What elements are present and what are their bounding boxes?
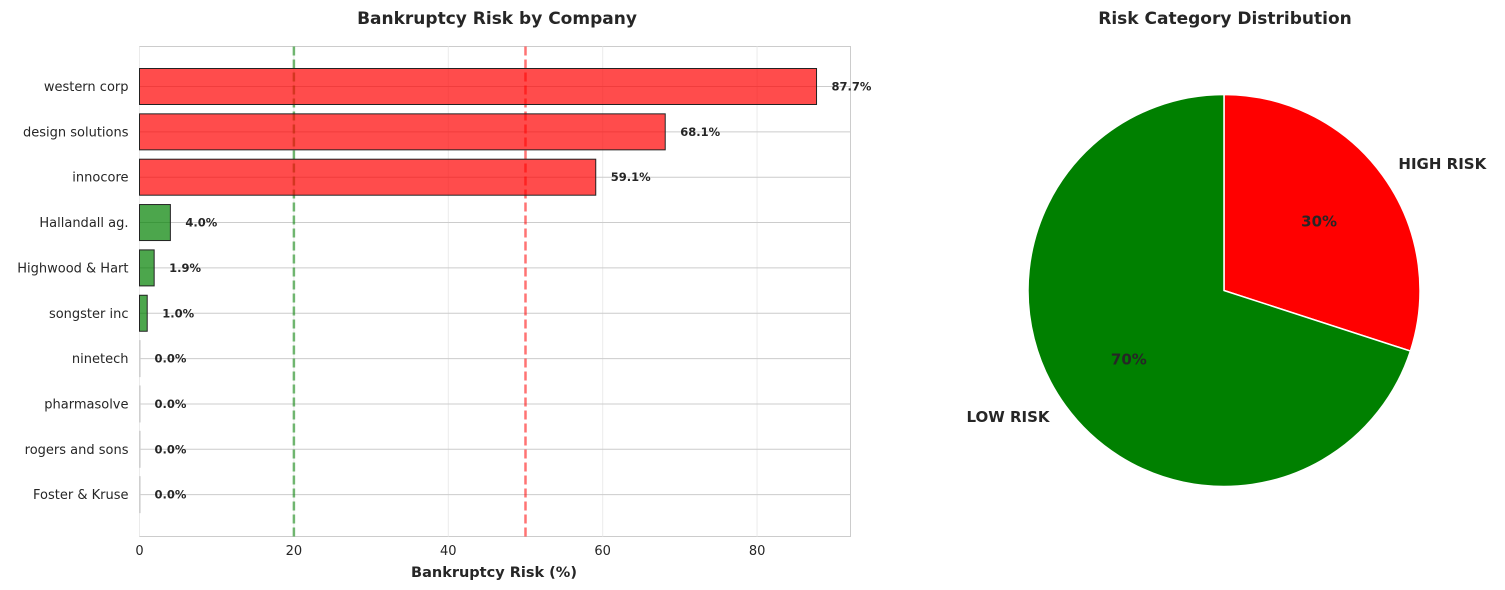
bar (139, 294, 148, 332)
y-tick-label: Highwood & Hart (17, 261, 128, 276)
data-labels: 87.7% 68.1% 59.1% 4.0% 1.9% 1.0% 0.0% 0.0% 0.0% 0… (155, 80, 872, 502)
pie-chart-title: Risk Category Distribution (1098, 9, 1352, 29)
data-label: 0.0% (155, 352, 187, 366)
x-tick-label: 80 (749, 544, 766, 559)
data-label: 0.0% (155, 397, 187, 411)
pie-slices (1027, 93, 1421, 488)
y-tick-labels: western corp design solutions innocore Hall… (17, 80, 128, 503)
x-axis-label: Bankruptcy Risk (%) (411, 565, 577, 581)
y-tick-label: design solutions (23, 125, 129, 140)
data-label: 0.0% (155, 442, 187, 456)
bar (139, 340, 141, 378)
x-tick-label: 20 (286, 544, 303, 559)
bar (139, 158, 597, 196)
data-label: 59.1% (611, 170, 651, 184)
bar-chart-title: Bankruptcy Risk by Company (357, 9, 637, 29)
bar (139, 249, 155, 287)
y-tick-label: Hallandall ag. (39, 216, 128, 231)
y-tick-label: rogers and sons (25, 443, 129, 458)
pie-percent-label: 30% (1301, 212, 1337, 230)
data-label: 4.0% (185, 216, 217, 230)
bar (139, 113, 666, 151)
data-label: 1.0% (162, 306, 194, 320)
pie-slice-label: LOW RISK (966, 408, 1050, 426)
pie-slice (1223, 93, 1421, 353)
y-tick-label: innocore (72, 171, 128, 186)
y-tick-label: western corp (44, 80, 129, 95)
bar (139, 385, 141, 423)
bar (139, 68, 818, 105)
data-label: 0.0% (155, 488, 187, 502)
bar (139, 430, 141, 468)
pie-percent-label: 70% (1111, 351, 1147, 369)
x-tick-labels: 0 20 40 60 80 (135, 544, 765, 559)
data-label: 1.9% (169, 261, 201, 275)
pie-slice (1027, 93, 1412, 488)
data-label: 68.1% (680, 125, 720, 139)
y-tick-label: Foster & Kruse (33, 488, 128, 503)
bar-chart-panel: Bankruptcy Risk by Company 87.7% 68.1% 59.… (17, 9, 872, 581)
x-tick-label: 0 (135, 544, 143, 559)
data-label: 87.7% (832, 80, 872, 94)
bars (139, 68, 818, 514)
x-tick-label: 60 (594, 544, 611, 559)
y-tick-label: songster inc (49, 307, 129, 322)
x-tick-label: 40 (440, 544, 457, 559)
pie-labels: 30% HIGH RISK 70% LOW RISK (966, 155, 1487, 426)
y-tick-label: ninetech (72, 352, 129, 367)
pie-chart-panel: Risk Category Distribution 30% HIGH RISK 7… (966, 9, 1488, 488)
bar (139, 204, 171, 242)
y-tick-label: pharmasolve (44, 397, 128, 412)
bar (139, 476, 141, 514)
pie-slice-label: HIGH RISK (1398, 155, 1487, 173)
